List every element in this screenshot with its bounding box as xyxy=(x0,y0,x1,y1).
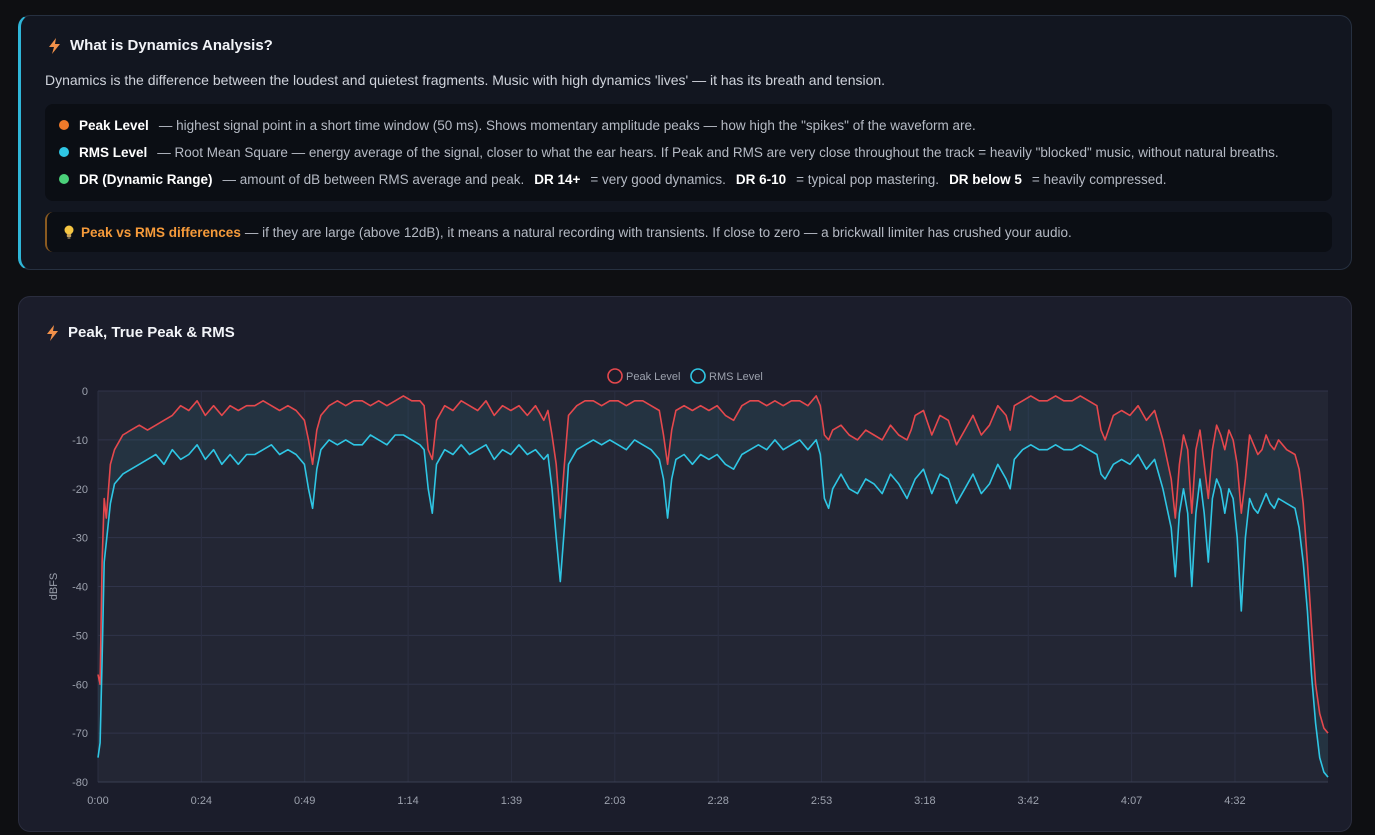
legend-label: RMS Level xyxy=(709,371,763,383)
dr-compressed-text: = heavily compressed. xyxy=(1031,171,1167,187)
tip-label: Peak vs RMS differences xyxy=(81,224,241,240)
y-tick-label: -40 xyxy=(72,582,88,594)
legend-label: Peak Level xyxy=(626,371,680,383)
legend-rms-level[interactable]: RMS Level xyxy=(690,368,763,384)
legend-swatch xyxy=(607,368,623,384)
y-axis-label: dBFS xyxy=(48,573,60,601)
x-tick-label: 0:00 xyxy=(87,795,108,807)
dr-dot-icon xyxy=(59,174,69,184)
rms-dot-icon xyxy=(59,147,69,157)
dr-typical-label: DR 6-10 xyxy=(735,171,787,187)
x-tick-label: 0:24 xyxy=(191,795,212,807)
x-tick-label: 1:39 xyxy=(501,795,522,807)
lightbulb-icon xyxy=(64,225,74,239)
lightning-icon xyxy=(47,324,58,341)
x-tick-label: 1:14 xyxy=(397,795,418,807)
definition-text: — Root Mean Square — energy average of t… xyxy=(157,144,1279,160)
y-tick-label: -30 xyxy=(72,533,88,545)
x-tick-label: 0:49 xyxy=(294,795,315,807)
definition-rms-level: RMS Level — Root Mean Square — energy av… xyxy=(59,142,1279,162)
dr-good-label: DR 14+ xyxy=(534,171,581,187)
dr-good-text: = very good dynamics. xyxy=(590,171,726,187)
definition-text: — highest signal point in a short time w… xyxy=(158,117,976,133)
chart-card-title: Peak, True Peak & RMS xyxy=(68,324,235,341)
y-tick-label: 0 xyxy=(82,386,88,398)
info-card-header: What is Dynamics Analysis? xyxy=(48,37,273,54)
x-tick-label: 2:53 xyxy=(811,795,832,807)
dr-compressed-label: DR below 5 xyxy=(949,171,1022,187)
tip-box: Peak vs RMS differences — if they are la… xyxy=(45,212,1332,252)
definition-dynamic-range: DR (Dynamic Range) — amount of dB betwee… xyxy=(59,169,1167,189)
definition-label: RMS Level xyxy=(79,144,148,160)
legend-swatch xyxy=(690,368,706,384)
x-tick-label: 3:42 xyxy=(1018,795,1039,807)
y-tick-label: -80 xyxy=(72,777,88,789)
x-tick-label: 4:32 xyxy=(1224,795,1245,807)
peak-level-line xyxy=(97,395,1329,734)
x-tick-label: 2:28 xyxy=(707,795,728,807)
chart-card-header: Peak, True Peak & RMS xyxy=(46,324,235,341)
tip-text: — if they are large (above 12dB), it mea… xyxy=(244,224,1072,240)
dynamics-info-card: What is Dynamics Analysis? Dynamics is t… xyxy=(18,15,1352,270)
peak-rms-chart[interactable]: 0 -10 -20 -30 -40 -50 -60 -70 -80 0:00 0:24 0:49 1:1… xyxy=(19,297,1351,831)
info-card-title: What is Dynamics Analysis? xyxy=(70,37,273,54)
lightning-icon xyxy=(49,37,60,54)
y-tick-label: -60 xyxy=(72,679,88,691)
peak-rms-gap-area xyxy=(98,395,1328,778)
definitions-box: Peak Level — highest signal point in a s… xyxy=(45,104,1332,201)
definition-peak-level: Peak Level — highest signal point in a s… xyxy=(59,115,976,135)
y-tick-label: -10 xyxy=(72,435,88,447)
peak-dot-icon xyxy=(59,120,69,130)
y-tick-label: -20 xyxy=(72,484,88,496)
y-tick-label: -50 xyxy=(72,630,88,642)
rms-level-line xyxy=(97,434,1329,778)
peak-rms-chart-card: Peak, True Peak & RMS 0 -10 -20 -30 -40 -50 -6… xyxy=(18,296,1352,832)
definition-label: DR (Dynamic Range) xyxy=(79,171,213,187)
y-tick-label: -70 xyxy=(72,728,88,740)
definition-text: — amount of dB between RMS average and p… xyxy=(222,171,525,187)
dr-typical-text: = typical pop mastering. xyxy=(796,171,940,187)
info-card-description: Dynamics is the difference between the l… xyxy=(45,72,886,88)
x-tick-label: 2:03 xyxy=(604,795,625,807)
x-tick-label: 3:18 xyxy=(914,795,935,807)
legend-peak-level[interactable]: Peak Level xyxy=(607,368,680,384)
definition-label: Peak Level xyxy=(79,117,149,133)
x-tick-label: 4:07 xyxy=(1121,795,1142,807)
